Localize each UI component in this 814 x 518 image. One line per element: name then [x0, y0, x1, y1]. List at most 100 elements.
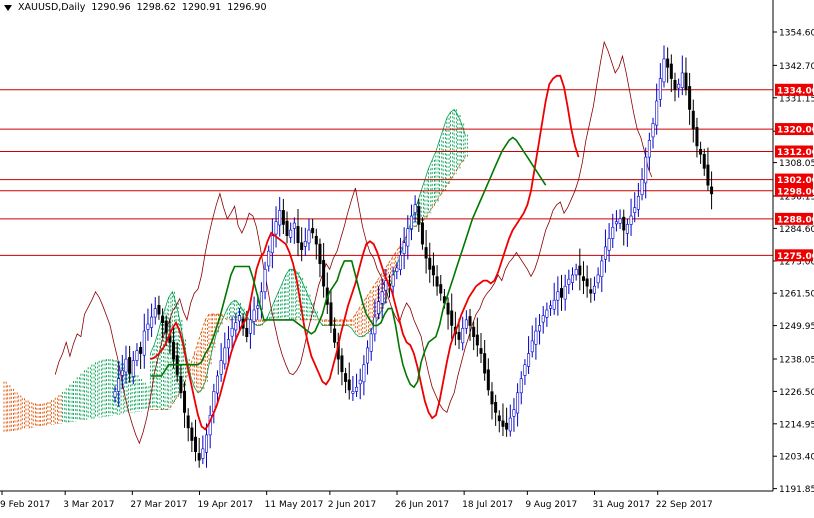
candle-body: [570, 274, 574, 283]
candle-body: [523, 364, 527, 376]
candle-body: [666, 58, 670, 68]
time-tick-label: 22 Sep 2017: [656, 500, 713, 510]
candle-body: [322, 260, 326, 287]
candle-body: [278, 210, 282, 226]
candle-body: [658, 78, 662, 100]
candle-body: [157, 304, 161, 315]
candle-body: [384, 280, 388, 291]
candle-body: [267, 250, 271, 267]
candle-body: [691, 110, 695, 130]
candle-body: [355, 386, 359, 392]
candle-body: [420, 222, 424, 245]
candle-body: [369, 333, 373, 352]
candle-body: [556, 291, 560, 301]
price-tick-label: 1226.50: [779, 388, 814, 398]
candle-body: [435, 276, 439, 287]
candle-body: [428, 257, 432, 270]
candle-body: [538, 325, 542, 332]
candle-body: [508, 417, 512, 432]
level-label[interactable]: 1334.00: [777, 86, 814, 96]
price-tick-label: 1191.85: [779, 485, 814, 495]
tenkan-sen-line: [150, 74, 580, 431]
candle-body: [494, 402, 498, 413]
candle-body: [219, 360, 223, 375]
level-label[interactable]: 1288.00: [777, 215, 814, 225]
candle-body: [677, 83, 681, 89]
candle-body: [347, 379, 351, 391]
candle-body: [585, 278, 589, 287]
candle-body: [303, 240, 307, 247]
level-label-bg[interactable]: [775, 83, 813, 96]
level-label-bg[interactable]: [775, 249, 813, 262]
candle-body: [146, 323, 150, 330]
candle-body: [625, 224, 629, 234]
candle-body: [505, 422, 509, 430]
candle-body: [629, 215, 633, 225]
candle-body: [486, 369, 490, 391]
candle-body: [589, 289, 593, 294]
level-label[interactable]: 1302.00: [777, 176, 814, 186]
candle-body: [124, 358, 128, 373]
candle-body: [329, 302, 333, 326]
level-label-bg[interactable]: [775, 123, 813, 136]
candle-body: [563, 285, 567, 300]
candle-body: [603, 246, 607, 260]
level-label-bg[interactable]: [775, 184, 813, 197]
candle-body: [366, 347, 370, 364]
candle-body: [190, 427, 194, 441]
candle-body: [516, 392, 520, 414]
candle-body: [483, 353, 487, 374]
candle-body: [391, 274, 395, 287]
candle-body: [702, 154, 706, 169]
candle-body: [479, 348, 483, 354]
candle-body: [248, 319, 252, 334]
candle-body: [581, 276, 585, 281]
candle-body: [464, 319, 468, 329]
candle-body: [131, 360, 135, 377]
candle-body: [501, 420, 505, 427]
level-label[interactable]: 1298.00: [777, 187, 814, 197]
candle-body: [618, 218, 622, 224]
candle-body: [164, 320, 168, 333]
level-label[interactable]: 1312.00: [777, 148, 814, 158]
candle-body: [640, 179, 644, 196]
candle-body: [527, 353, 531, 367]
time-tick-label: 27 Mar 2017: [130, 500, 187, 510]
candle-body: [475, 334, 479, 346]
symbol-header: XAUUSD,Daily 1290.96 1298.62 1290.91 129…: [4, 2, 267, 13]
candle-body: [647, 139, 651, 158]
candle-body: [468, 316, 472, 326]
candle-body: [314, 235, 318, 245]
candle-body: [139, 347, 143, 354]
candle-body: [307, 229, 311, 244]
candle-body: [497, 415, 501, 422]
candle-body: [680, 72, 684, 88]
level-label-bg[interactable]: [775, 212, 813, 225]
candle-body: [183, 390, 187, 413]
candle-body: [424, 247, 428, 259]
level-label-bg[interactable]: [775, 173, 813, 186]
price-tick-label: 1308.05: [779, 159, 814, 169]
time-tick-label: 2 Jun 2017: [328, 500, 376, 510]
level-label-bg[interactable]: [775, 145, 813, 158]
candle-body: [333, 328, 337, 343]
candle-body: [662, 58, 666, 83]
collapse-triangle-icon[interactable]: [4, 4, 12, 11]
candle-body: [245, 327, 249, 337]
level-label[interactable]: 1275.00: [777, 252, 814, 262]
candle-body: [684, 72, 688, 91]
candle-body: [406, 228, 410, 247]
candle-body: [194, 436, 198, 453]
candle-body: [197, 453, 201, 461]
candle-body: [413, 204, 417, 213]
candle-body: [567, 278, 571, 285]
chikou-span-line: [54, 40, 653, 445]
close-value: 1296.90: [227, 2, 267, 13]
candle-body: [655, 100, 659, 126]
candle-body: [285, 220, 289, 236]
candle-body: [688, 86, 692, 110]
candle-body: [592, 285, 596, 294]
level-label[interactable]: 1320.00: [777, 126, 814, 136]
